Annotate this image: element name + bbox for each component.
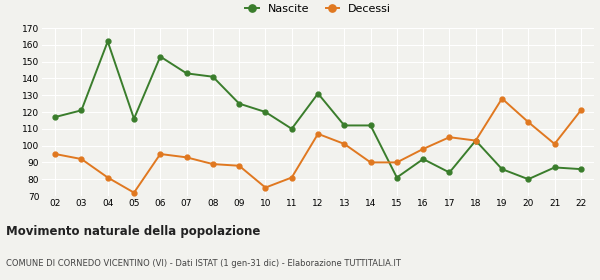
Nascite bbox=[262, 110, 269, 114]
Decessi bbox=[472, 139, 479, 142]
Decessi bbox=[78, 157, 85, 161]
Nascite bbox=[314, 92, 322, 95]
Text: Movimento naturale della popolazione: Movimento naturale della popolazione bbox=[6, 225, 260, 237]
Decessi bbox=[419, 147, 427, 151]
Legend: Nascite, Decessi: Nascite, Decessi bbox=[245, 3, 391, 14]
Decessi bbox=[446, 136, 453, 139]
Decessi bbox=[288, 176, 295, 179]
Decessi bbox=[367, 161, 374, 164]
Decessi bbox=[209, 162, 217, 166]
Nascite bbox=[236, 102, 243, 105]
Decessi bbox=[341, 142, 348, 146]
Nascite bbox=[183, 72, 190, 75]
Nascite bbox=[130, 117, 137, 120]
Line: Nascite: Nascite bbox=[53, 39, 583, 182]
Nascite bbox=[78, 109, 85, 112]
Nascite bbox=[524, 178, 532, 181]
Nascite bbox=[367, 124, 374, 127]
Nascite bbox=[157, 55, 164, 58]
Nascite bbox=[52, 115, 59, 119]
Nascite bbox=[472, 139, 479, 142]
Decessi bbox=[236, 164, 243, 167]
Decessi bbox=[314, 132, 322, 136]
Decessi bbox=[393, 161, 400, 164]
Decessi bbox=[577, 109, 584, 112]
Line: Decessi: Decessi bbox=[53, 96, 583, 195]
Nascite bbox=[577, 167, 584, 171]
Nascite bbox=[393, 176, 400, 179]
Nascite bbox=[209, 75, 217, 78]
Text: COMUNE DI CORNEDO VICENTINO (VI) - Dati ISTAT (1 gen-31 dic) - Elaborazione TUTT: COMUNE DI CORNEDO VICENTINO (VI) - Dati … bbox=[6, 259, 401, 268]
Decessi bbox=[183, 156, 190, 159]
Nascite bbox=[446, 171, 453, 174]
Decessi bbox=[52, 152, 59, 156]
Decessi bbox=[130, 191, 137, 194]
Nascite bbox=[499, 167, 506, 171]
Nascite bbox=[341, 124, 348, 127]
Decessi bbox=[524, 120, 532, 124]
Nascite bbox=[104, 40, 112, 43]
Decessi bbox=[104, 176, 112, 179]
Decessi bbox=[157, 152, 164, 156]
Nascite bbox=[419, 157, 427, 161]
Decessi bbox=[499, 97, 506, 100]
Decessi bbox=[551, 142, 558, 146]
Decessi bbox=[262, 186, 269, 189]
Nascite bbox=[551, 166, 558, 169]
Nascite bbox=[288, 127, 295, 130]
